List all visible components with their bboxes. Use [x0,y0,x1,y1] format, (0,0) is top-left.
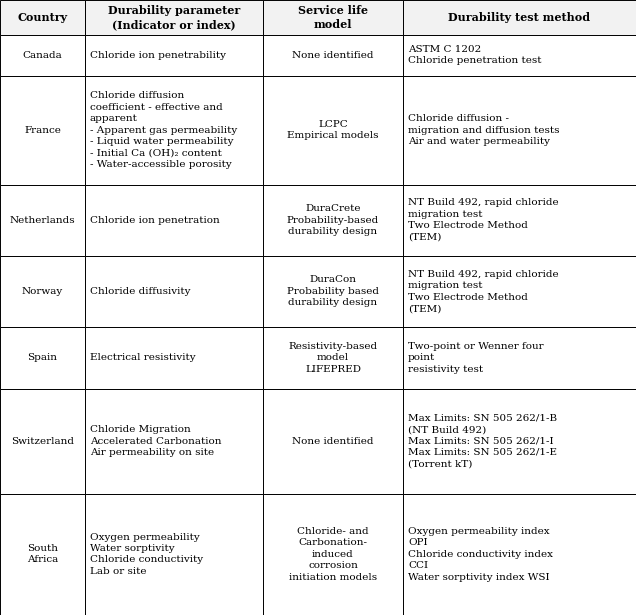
Bar [403,327,636,389]
Bar [403,389,636,493]
Text: South
Africa: South Africa [27,544,58,565]
Bar [0,0,85,34]
Text: Chloride ion penetration: Chloride ion penetration [90,216,220,224]
Text: Two-point or Wenner four
point
resistivity test: Two-point or Wenner four point resistivi… [408,342,544,374]
Text: Oxygen permeability
Water sorptivity
Chloride conductivity
Lab or site: Oxygen permeability Water sorptivity Chl… [90,533,203,576]
Text: Chloride- and
Carbonation-
induced
corrosion
initiation models: Chloride- and Carbonation- induced corro… [289,527,377,582]
Text: Oxygen permeability index
OPI
Chloride conductivity index
CCI
Water sorptivity i: Oxygen permeability index OPI Chloride c… [408,527,553,582]
Bar [85,493,263,615]
Bar [85,0,263,34]
Text: Country: Country [17,12,67,23]
Bar [0,493,85,615]
Bar [85,256,263,327]
Bar [403,76,636,184]
Text: Chloride diffusivity: Chloride diffusivity [90,287,191,296]
Text: Electrical resistivity: Electrical resistivity [90,353,196,362]
Text: NT Build 492, rapid chloride
migration test
Two Electrode Method
(TEM): NT Build 492, rapid chloride migration t… [408,270,558,313]
Bar [403,256,636,327]
Text: NT Build 492, rapid chloride
migration test
Two Electrode Method
(TEM): NT Build 492, rapid chloride migration t… [408,199,558,242]
Text: Durability test method: Durability test method [448,12,591,23]
Text: Chloride ion penetrability: Chloride ion penetrability [90,50,226,60]
Bar [85,184,263,256]
Bar [403,184,636,256]
Text: France: France [24,125,61,135]
Bar [263,256,403,327]
Bar [263,389,403,493]
Text: Chloride diffusion
coefficient - effective and
apparent
- Apparent gas permeabil: Chloride diffusion coefficient - effecti… [90,91,237,169]
Bar [403,493,636,615]
Bar [0,76,85,184]
Bar [0,327,85,389]
Text: Chloride Migration
Accelerated Carbonation
Air permeability on site: Chloride Migration Accelerated Carbonati… [90,425,221,457]
Bar [263,76,403,184]
Text: Spain: Spain [27,353,57,362]
Text: ASTM C 1202
Chloride penetration test: ASTM C 1202 Chloride penetration test [408,45,541,65]
Bar [263,327,403,389]
Text: Resistivity-based
model
LIFEPRED: Resistivity-based model LIFEPRED [289,342,378,374]
Text: Netherlands: Netherlands [10,216,75,224]
Bar [263,0,403,34]
Bar [85,327,263,389]
Bar [85,34,263,76]
Text: Max Limits: SN 505 262/1-B
(NT Build 492)
Max Limits: SN 505 262/1-I
Max Limits:: Max Limits: SN 505 262/1-B (NT Build 492… [408,414,557,469]
Bar [85,76,263,184]
Bar [403,0,636,34]
Text: Norway: Norway [22,287,63,296]
Bar [403,34,636,76]
Bar [0,184,85,256]
Bar [263,184,403,256]
Text: Canada: Canada [23,50,62,60]
Bar [0,256,85,327]
Bar [0,389,85,493]
Bar [0,34,85,76]
Text: Durability parameter
(Indicator or index): Durability parameter (Indicator or index… [108,5,240,30]
Bar [263,493,403,615]
Text: DuraCrete
Probability-based
durability design: DuraCrete Probability-based durability d… [287,204,379,236]
Text: None identified: None identified [293,50,374,60]
Text: None identified: None identified [293,437,374,445]
Text: DuraCon
Probability based
durability design: DuraCon Probability based durability des… [287,276,379,308]
Bar [85,389,263,493]
Text: Chloride diffusion -
migration and diffusion tests
Air and water permeability: Chloride diffusion - migration and diffu… [408,114,560,146]
Text: LCPC
Empirical models: LCPC Empirical models [287,120,379,140]
Text: Service life
model: Service life model [298,5,368,30]
Bar [263,34,403,76]
Text: Switzerland: Switzerland [11,437,74,445]
